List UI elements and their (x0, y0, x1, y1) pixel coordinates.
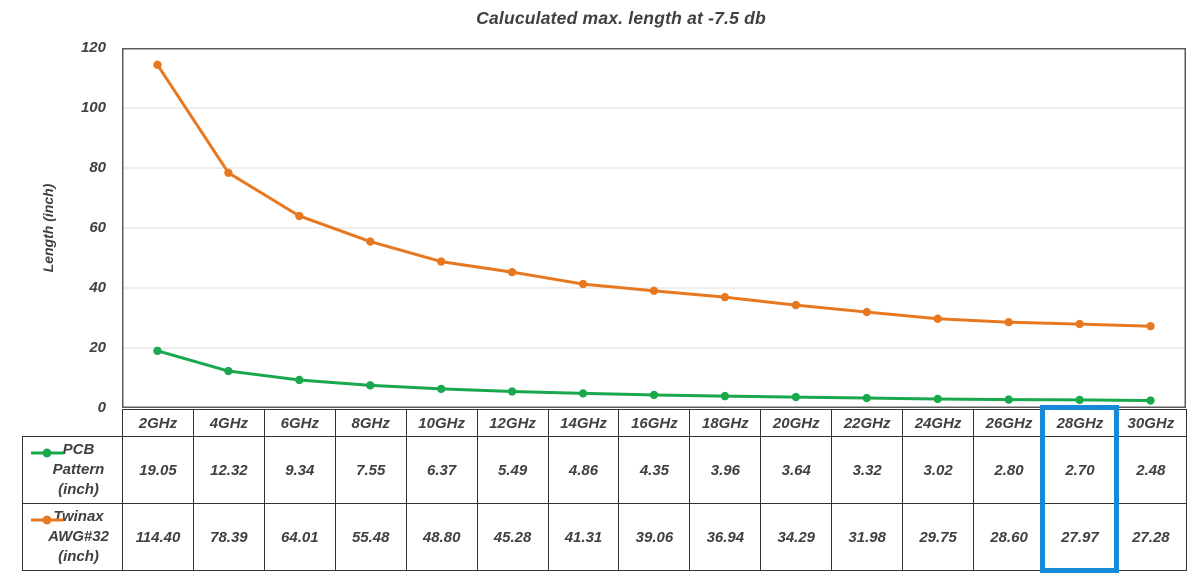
data-point (649, 390, 659, 400)
data-point (578, 279, 588, 289)
y-tick-label: 120 (80, 39, 106, 56)
data-point (933, 314, 942, 323)
value-cell-14ghz: 41.31 (547, 503, 620, 571)
data-point (224, 366, 233, 376)
value-cell-24ghz: 3.02 (902, 436, 975, 504)
y-tick-label: 60 (89, 219, 106, 236)
y-tick-label: 100 (80, 99, 106, 116)
data-point (791, 300, 801, 310)
y-tick-label: 80 (89, 159, 106, 176)
frequency-header-10ghz: 10GHz (405, 409, 478, 437)
data-point (1004, 318, 1013, 327)
frequency-header-2ghz: 2GHz (122, 409, 194, 437)
frequency-header-8ghz: 8GHz (334, 409, 407, 437)
data-point (153, 60, 162, 69)
value-cell-2ghz: 114.40 (122, 503, 194, 571)
frequency-header-26ghz: 26GHz (973, 409, 1045, 437)
value-cell-12ghz: 5.49 (476, 436, 549, 504)
frequency-header-4ghz: 4GHz (192, 409, 265, 437)
value-cell-8ghz: 7.55 (334, 436, 407, 504)
value-cell-24ghz: 29.75 (902, 503, 975, 571)
frequency-header-22ghz: 22GHz (831, 409, 904, 437)
value-cell-16ghz: 39.06 (618, 503, 691, 571)
value-cell-6ghz: 64.01 (263, 503, 336, 571)
series-legend-pcb-pattern: PCB Pattern (inch) (22, 436, 123, 504)
series-label: PCB Pattern (inch) (52, 441, 105, 498)
data-point (437, 257, 446, 266)
data-point (1146, 396, 1155, 405)
data-point (720, 292, 730, 302)
value-cell-26ghz: 2.80 (973, 436, 1045, 504)
y-tick-label: 0 (97, 399, 106, 416)
header-spacer-cell (23, 410, 123, 437)
frequency-header-12ghz: 12GHz (476, 409, 549, 437)
frequency-header-6ghz: 6GHz (263, 409, 336, 437)
data-point (366, 381, 375, 390)
value-cell-18ghz: 36.94 (689, 503, 762, 571)
series-legend-twinax-awg32: Twinax AWG#32 (inch) (22, 503, 123, 571)
value-cell-8ghz: 55.48 (334, 503, 407, 571)
value-cell-28ghz: 2.70 (1043, 436, 1116, 504)
frequency-header-24ghz: 24GHz (902, 409, 975, 437)
value-cell-4ghz: 78.39 (192, 503, 265, 571)
value-cell-30ghz: 2.48 (1114, 436, 1187, 504)
value-cell-30ghz: 27.28 (1114, 503, 1187, 571)
table-row-twinax-awg32: Twinax AWG#32 (inch) 114.40 78.39 64.01 55.4… (22, 503, 1187, 571)
value-cell-28ghz: 27.97 (1043, 503, 1116, 571)
y-tick-label: 20 (89, 339, 106, 356)
data-point (862, 393, 871, 403)
value-cell-18ghz: 3.96 (689, 436, 762, 504)
frequency-header-28ghz: 28GHz (1043, 409, 1116, 437)
value-cell-4ghz: 12.32 (192, 436, 265, 504)
value-cell-10ghz: 6.37 (405, 436, 478, 504)
value-cell-16ghz: 4.35 (618, 436, 691, 504)
data-table: 2GHz 4GHz 6GHz 8GHz 10GHz 12GHz 14GHz 16GHz 18GH… (22, 409, 1187, 571)
data-point (366, 237, 375, 246)
value-cell-20ghz: 3.64 (760, 436, 833, 504)
legend-marker-icon (31, 515, 63, 525)
frequency-header-30ghz: 30GHz (1114, 409, 1187, 437)
data-point (507, 387, 517, 396)
data-point (649, 286, 659, 296)
frequency-header-18ghz: 18GHz (689, 409, 762, 437)
value-cell-20ghz: 34.29 (760, 503, 833, 571)
value-cell-10ghz: 48.80 (405, 503, 478, 571)
value-cell-14ghz: 4.86 (547, 436, 620, 504)
legend-marker-icon (31, 448, 63, 458)
data-point (507, 267, 517, 277)
value-cell-12ghz: 45.28 (476, 503, 549, 571)
data-point (862, 307, 871, 317)
data-point (437, 384, 446, 394)
value-cell-2ghz: 19.05 (122, 436, 194, 504)
frequency-header-14ghz: 14GHz (547, 409, 620, 437)
value-cell-22ghz: 31.98 (831, 503, 904, 571)
data-point (153, 346, 162, 356)
value-cell-6ghz: 9.34 (263, 436, 336, 504)
data-point (720, 391, 730, 401)
data-point (933, 394, 942, 404)
data-point (295, 211, 304, 221)
frequency-header-row: 2GHz 4GHz 6GHz 8GHz 10GHz 12GHz 14GHz 16GHz 18GH… (23, 409, 1187, 437)
plot-area (122, 48, 1186, 408)
series-label: Twinax AWG#32 (inch) (48, 508, 109, 565)
chart-title: Caluculated max. length at -7.5 db (476, 8, 766, 28)
table-row-pcb-pattern: PCB Pattern (inch) 19.05 12.32 9.34 7.55 6.37… (22, 436, 1187, 504)
data-point (295, 375, 304, 385)
y-axis-title: Length (inch) (40, 183, 56, 273)
data-point (224, 168, 233, 178)
value-cell-22ghz: 3.32 (831, 436, 904, 504)
frequency-header-16ghz: 16GHz (618, 409, 691, 437)
data-point (578, 389, 588, 398)
data-point (1004, 395, 1013, 404)
value-cell-26ghz: 28.60 (973, 503, 1045, 571)
plot-border (122, 48, 1186, 408)
data-point (791, 392, 801, 402)
data-point (1146, 321, 1155, 331)
frequency-header-20ghz: 20GHz (760, 409, 833, 437)
data-point (1075, 319, 1084, 329)
y-tick-label: 40 (89, 279, 106, 296)
data-point (1075, 395, 1084, 405)
